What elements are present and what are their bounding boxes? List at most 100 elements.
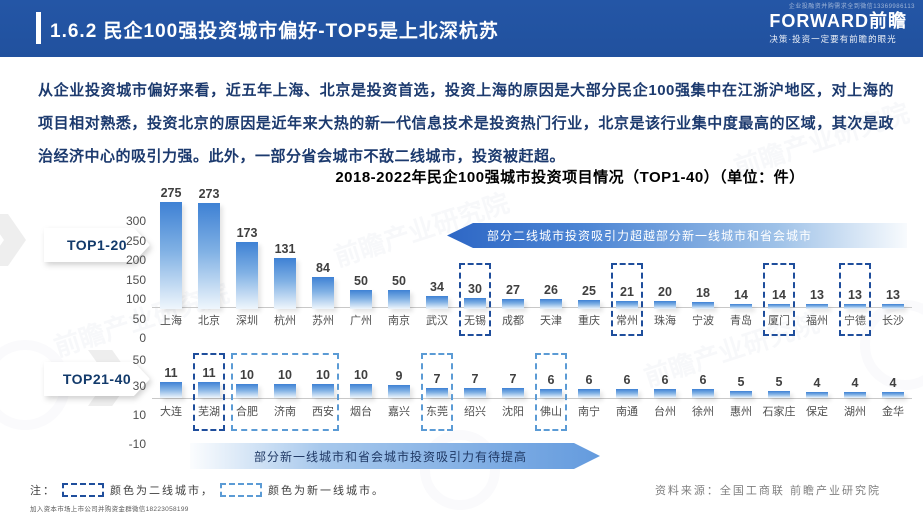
bar-value-label: 27 <box>506 282 520 297</box>
bar-value-label: 21 <box>620 285 634 300</box>
bar-column: 275 <box>152 187 190 310</box>
category-label: 上海 <box>160 315 182 327</box>
bar-value-label: 11 <box>164 366 178 381</box>
bar-value-label: 7 <box>471 371 479 386</box>
bar-value-label: 50 <box>392 273 406 288</box>
bar-value-label: 6 <box>699 373 707 388</box>
bar-广州 <box>350 289 372 310</box>
bar-column: 30 <box>456 187 494 310</box>
bar-宁德 <box>844 304 866 310</box>
bar-济南 <box>274 383 296 398</box>
header-bar: 企业投融资并购需求全到微信13369986113 1.6.2 民企100强投资城… <box>0 0 923 57</box>
bar-保定 <box>806 392 828 398</box>
bar-合肥 <box>236 383 258 398</box>
bar-珠海 <box>654 301 676 310</box>
logo-wordmark: FORWARD前瞻 <box>769 11 907 31</box>
bar-column: 6 <box>608 350 646 398</box>
callout-banner-top-text: 部分二线城市投资吸引力超越部分新一线城市和省会城市 <box>487 229 813 243</box>
bar-value-label: 6 <box>547 373 555 388</box>
bar-大连 <box>160 382 182 398</box>
bar-column: 10 <box>342 350 380 398</box>
legend-new-first-tier-label: 颜色为新一线城市。 <box>268 485 385 497</box>
page-title: 1.6.2 民企100强投资城市偏好-TOP5是上北深杭苏 <box>50 21 499 42</box>
bar-台州 <box>654 389 676 398</box>
bar-常州 <box>616 301 638 310</box>
bar-value-label: 4 <box>889 376 897 391</box>
bar-column: 14 <box>760 187 798 310</box>
y-tick-label: 300 <box>125 214 146 228</box>
bar-南京 <box>388 289 410 310</box>
category-label: 天津 <box>540 315 562 327</box>
y-tick-label: 150 <box>125 272 146 287</box>
category-label: 长沙 <box>882 315 904 327</box>
legend-note-prefix: 注： <box>30 485 56 497</box>
ribbon-top21-40: TOP21-40 <box>44 362 150 396</box>
bar-value-label: 10 <box>278 367 292 382</box>
deco-chevron <box>0 214 26 266</box>
plot-area-bottom: 11 11 10 10 10 10 9 7 7 7 6 6 6 6 6 5 5 4 4 4 <box>152 350 912 399</box>
logo-slogan: 决策·投资一定要有前瞻的眼光 <box>769 34 897 44</box>
bar-column: 10 <box>304 350 342 398</box>
bar-value-label: 5 <box>737 374 745 389</box>
category-label: 西安 <box>312 406 334 418</box>
bar-南宁 <box>578 389 600 398</box>
bar-杭州 <box>274 258 296 310</box>
callout-banner-top: 部分二线城市投资吸引力超越部分新一线城市和省会城市 <box>447 223 907 248</box>
bar-value-label: 9 <box>395 368 403 383</box>
bar-湖州 <box>844 392 866 398</box>
bar-成都 <box>502 298 524 310</box>
y-tick-label: 200 <box>125 253 146 267</box>
y-tick-label: -10 <box>128 436 146 451</box>
y-tick-label: 250 <box>125 233 146 248</box>
bar-column: 6 <box>646 350 684 398</box>
category-label: 广州 <box>350 315 372 327</box>
bar-column: 7 <box>418 350 456 398</box>
bar-佛山 <box>540 389 562 398</box>
bar-column: 10 <box>228 350 266 398</box>
chart-top1-20: 300 250 200 150 100 50 0 50 275 273 173 131 84 50 50 3… <box>126 187 912 367</box>
brand-logo: FORWARD前瞻 决策·投资一定要有前瞻的眼光 <box>769 11 907 45</box>
category-label: 烟台 <box>350 406 372 418</box>
category-label: 宁德 <box>844 315 866 327</box>
bar-column: 4 <box>836 350 874 398</box>
bar-value-label: 131 <box>274 242 296 257</box>
bar-value-label: 14 <box>734 287 748 302</box>
category-label: 深圳 <box>236 315 258 327</box>
bar-value-label: 6 <box>623 373 631 388</box>
category-label: 青岛 <box>730 315 752 327</box>
bar-column: 5 <box>722 350 760 398</box>
bar-徐州 <box>692 389 714 398</box>
bar-北京 <box>198 202 220 310</box>
bar-column: 11 <box>152 350 190 398</box>
y-tick-label: 0 <box>139 331 146 345</box>
bar-column: 4 <box>874 350 912 398</box>
category-label: 常州 <box>616 315 638 327</box>
bar-武汉 <box>426 296 448 310</box>
bar-value-label: 7 <box>509 371 517 386</box>
y-axis-top: 300 250 200 150 100 50 0 50 <box>102 187 146 367</box>
bar-无锡 <box>464 297 486 310</box>
y-tick-label: 100 <box>125 292 146 306</box>
bar-沈阳 <box>502 387 524 398</box>
title-accent-bar <box>36 12 41 44</box>
bar-东莞 <box>426 387 448 398</box>
callout-banner-bottom: 部分新一线城市和省会城市投资吸引力有待提高 <box>190 443 600 469</box>
bar-column: 25 <box>570 187 608 310</box>
header-contact-text: 企业投融资并购需求全到微信13369986113 <box>788 4 915 10</box>
bar-value-label: 14 <box>772 287 786 302</box>
bar-value-label: 11 <box>202 366 216 381</box>
bar-value-label: 13 <box>810 288 824 303</box>
bar-天津 <box>540 299 562 310</box>
bar-value-label: 5 <box>775 374 783 389</box>
category-label: 无锡 <box>464 315 486 327</box>
category-label: 成都 <box>502 315 524 327</box>
category-label: 南通 <box>616 406 638 418</box>
category-label: 佛山 <box>540 406 562 418</box>
legend-note: 注： 颜色为二线城市， 颜色为新一线城市。 <box>30 482 385 498</box>
category-label: 苏州 <box>312 315 334 327</box>
bar-value-label: 10 <box>354 367 368 382</box>
y-tick-label: 10 <box>132 407 146 422</box>
bar-value-label: 84 <box>316 260 330 275</box>
bar-column: 5 <box>760 350 798 398</box>
